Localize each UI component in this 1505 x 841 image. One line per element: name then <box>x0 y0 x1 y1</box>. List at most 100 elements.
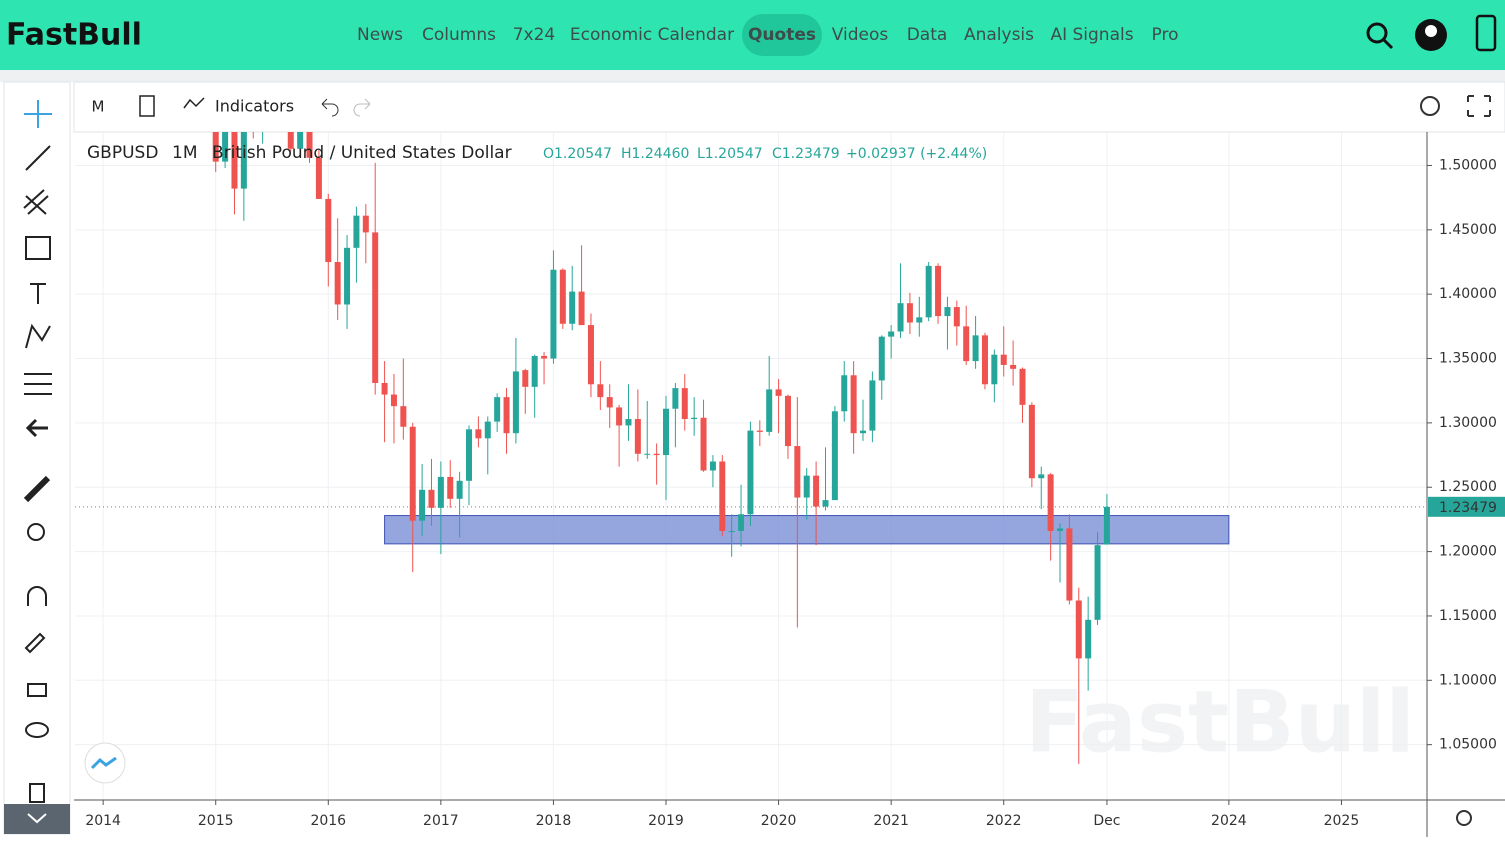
candle-body <box>569 291 576 324</box>
open: O1.20547 <box>543 146 612 162</box>
candle-body <box>700 417 707 471</box>
line-tool[interactable] <box>25 145 51 171</box>
indicators-button[interactable]: Indicators <box>215 97 294 116</box>
candle-body <box>409 426 416 521</box>
nav-item[interactable]: Columns <box>422 25 496 45</box>
redo-button[interactable] <box>353 98 371 117</box>
candle-body <box>531 355 538 387</box>
candle-body <box>447 476 454 499</box>
y-tick-label: 1.20000 <box>1439 544 1497 560</box>
settings-button[interactable] <box>1420 96 1440 116</box>
badge-icon <box>90 756 117 770</box>
crosshair-tool[interactable] <box>24 100 52 128</box>
indicators-icon <box>183 97 205 109</box>
eye-tool[interactable] <box>25 722 49 738</box>
x-tick-label: 2024 <box>1211 813 1247 829</box>
candle-body <box>381 382 388 395</box>
fullscreen-button[interactable] <box>1467 95 1491 117</box>
candle-body <box>1075 600 1082 659</box>
measure-tool[interactable] <box>24 373 52 395</box>
candle-body <box>1010 364 1017 369</box>
y-tick-label: 1.45000 <box>1439 222 1497 238</box>
candle-body <box>813 475 820 507</box>
candle-body <box>1038 474 1045 479</box>
candle-body <box>860 430 867 434</box>
watermark: FastBull <box>1025 672 1415 772</box>
lock-tool[interactable] <box>27 683 47 697</box>
candle-body <box>766 389 773 432</box>
nav-item[interactable]: Data <box>907 25 948 45</box>
interval-button[interactable]: M <box>92 98 105 116</box>
x-tick-label: 2025 <box>1324 813 1360 829</box>
candle-body <box>803 475 810 498</box>
pencil-tool[interactable] <box>24 632 46 654</box>
plot-area <box>75 132 1427 800</box>
last-price-tag <box>1428 496 1505 517</box>
nav-item[interactable]: News <box>357 25 403 45</box>
fib-tool[interactable] <box>23 189 49 215</box>
candle-body <box>663 408 670 456</box>
y-tick-label: 1.30000 <box>1439 415 1497 431</box>
candle-body <box>550 269 557 359</box>
zoom-tool[interactable] <box>27 523 45 541</box>
candle-body <box>222 132 229 162</box>
candle-body <box>888 331 895 337</box>
legend: GBPUSD 1M British Pound / United States … <box>87 143 987 163</box>
candle-body <box>878 336 885 381</box>
text-tool[interactable] <box>30 283 46 304</box>
candle-body <box>400 406 407 427</box>
back-tool[interactable] <box>25 418 48 438</box>
nav-item[interactable]: 7x24 <box>513 25 556 45</box>
undo-button[interactable] <box>321 98 339 117</box>
candle-body <box>850 375 857 434</box>
change: +0.02937 (+2.44%) <box>846 146 987 162</box>
close: C1.23479 <box>772 146 840 162</box>
candle-body <box>841 375 848 412</box>
nav-item[interactable]: Videos <box>832 25 889 45</box>
candle-body <box>775 389 782 396</box>
nav-item[interactable]: Analysis <box>964 25 1034 45</box>
nav-item[interactable]: Pro <box>1152 25 1179 45</box>
candle-body <box>616 407 623 426</box>
candle-body <box>794 446 801 498</box>
y-tick-label: 1.15000 <box>1439 608 1497 624</box>
search-icon[interactable] <box>1366 22 1388 44</box>
trash-tool[interactable] <box>29 783 45 803</box>
rect-tool[interactable] <box>25 236 51 260</box>
y-tick-label: 1.25000 <box>1439 479 1497 495</box>
x-tick-label: 2018 <box>536 813 572 829</box>
candle-body <box>334 261 341 305</box>
chart-type-button[interactable] <box>139 95 155 117</box>
candle-body <box>784 395 791 447</box>
candle-body <box>466 429 473 481</box>
support-zone[interactable] <box>384 515 1230 545</box>
candle-body <box>419 489 426 521</box>
nav-item[interactable]: AI Signals <box>1050 25 1133 45</box>
logo[interactable]: FastBull <box>6 18 142 53</box>
last-price-label: 1.23479 <box>1439 500 1497 516</box>
gap <box>0 70 1505 82</box>
y-tick-label: 1.10000 <box>1439 672 1497 688</box>
candle-body <box>728 530 735 532</box>
nav-item[interactable]: Economic Calendar <box>570 25 734 45</box>
candle-body <box>981 335 988 385</box>
nav-icons <box>1366 14 1497 52</box>
nav-item[interactable]: Quotes <box>748 25 816 45</box>
x-tick-label: 2019 <box>648 813 684 829</box>
collapse-button[interactable] <box>4 804 70 834</box>
app-icon[interactable] <box>1475 14 1497 52</box>
candle-body <box>597 384 604 398</box>
candle-body <box>484 421 491 439</box>
candle-body <box>653 453 660 456</box>
y-tick-label: 1.35000 <box>1439 351 1497 367</box>
candle-body <box>738 514 745 531</box>
ruler-tool[interactable] <box>23 475 51 503</box>
pattern-tool[interactable] <box>25 323 51 349</box>
axis-settings[interactable] <box>1456 810 1472 826</box>
candle-body <box>681 388 688 420</box>
candle-body <box>297 132 304 149</box>
candle-body <box>672 388 679 409</box>
x-tick-label: 2014 <box>85 813 121 829</box>
magnet-tool[interactable] <box>27 586 47 606</box>
symbol-name: British Pound / United States Dollar <box>212 143 512 163</box>
